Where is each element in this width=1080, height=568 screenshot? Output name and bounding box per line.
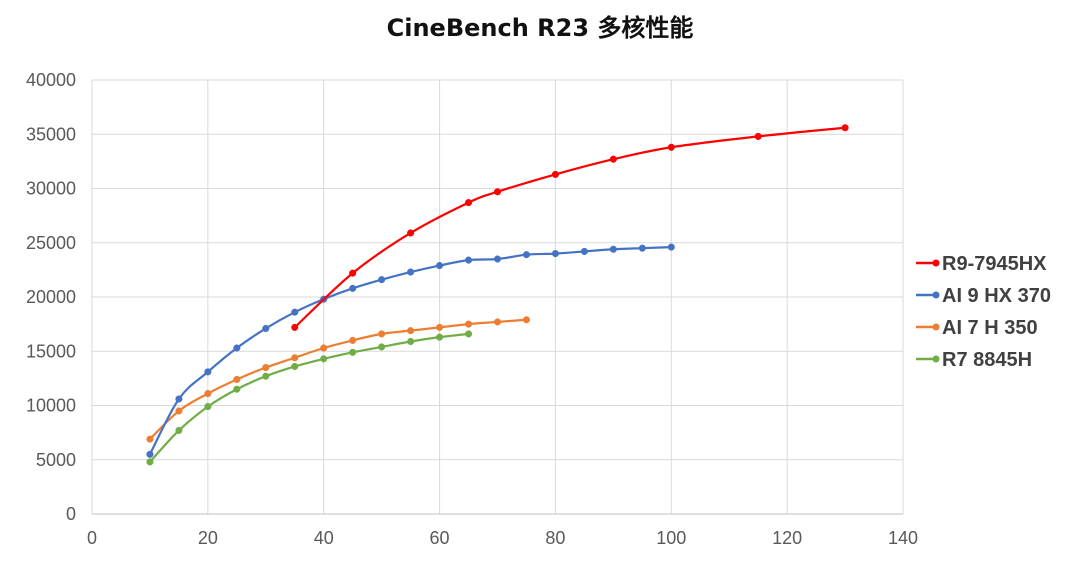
data-point <box>551 170 559 178</box>
data-point <box>493 188 502 196</box>
data-point <box>146 450 154 458</box>
data-point <box>638 244 646 252</box>
data-point <box>233 385 241 393</box>
data-point <box>609 245 617 253</box>
data-point <box>436 261 444 270</box>
data-point <box>291 308 299 316</box>
x-tick-label: 0 <box>87 528 97 548</box>
series-line <box>293 126 847 329</box>
data-point <box>349 284 357 292</box>
y-tick-label: 5000 <box>36 450 76 470</box>
legend-label: R9-7945HX <box>942 253 1047 275</box>
data-point <box>204 390 212 398</box>
y-tick-label: 0 <box>66 504 76 524</box>
data-point <box>609 155 617 163</box>
legend-item: AI 9 HX 370 <box>916 285 1051 307</box>
data-point <box>378 330 386 338</box>
chart-title: CineBench R23 多核性能 <box>387 14 694 42</box>
y-tick-label: 20000 <box>26 287 76 307</box>
series-lines <box>146 124 849 466</box>
y-tick-label: 15000 <box>26 341 76 361</box>
data-point <box>175 426 183 435</box>
data-point <box>436 333 444 341</box>
series-0 <box>291 124 849 331</box>
data-point <box>262 372 270 380</box>
data-point <box>349 336 357 344</box>
data-point <box>407 327 415 335</box>
series-2 <box>146 316 531 443</box>
data-point <box>291 354 299 362</box>
data-point <box>667 243 675 251</box>
x-tick-label: 120 <box>772 528 802 548</box>
data-point <box>204 368 212 376</box>
data-point <box>407 229 415 237</box>
legend-item: R9-7945HX <box>916 253 1047 275</box>
x-tick-label: 100 <box>656 528 686 548</box>
y-tick-label: 10000 <box>26 396 76 416</box>
legend-marker <box>932 355 940 363</box>
y-tick-label: 30000 <box>26 179 76 199</box>
data-point <box>204 403 212 411</box>
data-point <box>493 255 502 263</box>
data-point <box>378 276 386 284</box>
data-point <box>175 395 183 403</box>
x-tick-label: 40 <box>314 528 334 548</box>
data-point <box>146 458 154 466</box>
data-point <box>349 348 357 356</box>
x-tick-label: 60 <box>430 528 450 548</box>
legend-label: AI 7 H 350 <box>942 317 1038 339</box>
data-point <box>464 320 473 328</box>
y-tick-label: 35000 <box>26 124 76 144</box>
data-point <box>580 247 588 255</box>
data-point <box>320 344 328 352</box>
axes: 0 5000 10000 15000 20000 25000 30000 35000 40000… <box>26 70 918 548</box>
legend: R9-7945HX AI 9 HX 370 AI 7 H 350 R7 8845H <box>916 253 1051 371</box>
data-point <box>464 256 473 264</box>
data-point <box>233 344 241 352</box>
legend-item: R7 8845H <box>916 349 1032 371</box>
legend-label: AI 9 HX 370 <box>942 285 1051 307</box>
data-point <box>233 375 241 384</box>
data-point <box>262 324 270 333</box>
data-point <box>262 363 270 372</box>
data-point <box>291 362 299 370</box>
data-point <box>436 323 444 331</box>
legend-item: AI 7 H 350 <box>916 317 1038 339</box>
data-point <box>754 132 762 140</box>
data-point <box>291 323 299 331</box>
y-tick-label: 25000 <box>26 233 76 253</box>
legend-marker <box>932 259 940 267</box>
legend-label: R7 8845H <box>942 349 1032 371</box>
data-point <box>349 269 357 277</box>
data-point <box>146 435 154 443</box>
data-point <box>407 268 415 276</box>
data-point <box>522 316 531 324</box>
data-point <box>841 124 849 132</box>
data-point <box>378 343 386 351</box>
x-tick-label: 140 <box>888 528 918 548</box>
data-point <box>522 251 531 259</box>
data-point <box>551 250 559 258</box>
x-tick-label: 80 <box>545 528 565 548</box>
y-tick-label: 40000 <box>26 70 76 90</box>
data-point <box>493 318 502 326</box>
legend-marker <box>932 323 940 331</box>
data-point <box>667 143 675 151</box>
legend-marker <box>932 291 940 299</box>
data-point <box>407 337 415 346</box>
data-point <box>175 407 183 415</box>
data-point <box>464 199 473 207</box>
series-3 <box>146 330 473 466</box>
x-tick-label: 20 <box>198 528 218 548</box>
data-point <box>464 330 473 338</box>
series-1 <box>146 243 675 458</box>
data-point <box>320 355 328 363</box>
